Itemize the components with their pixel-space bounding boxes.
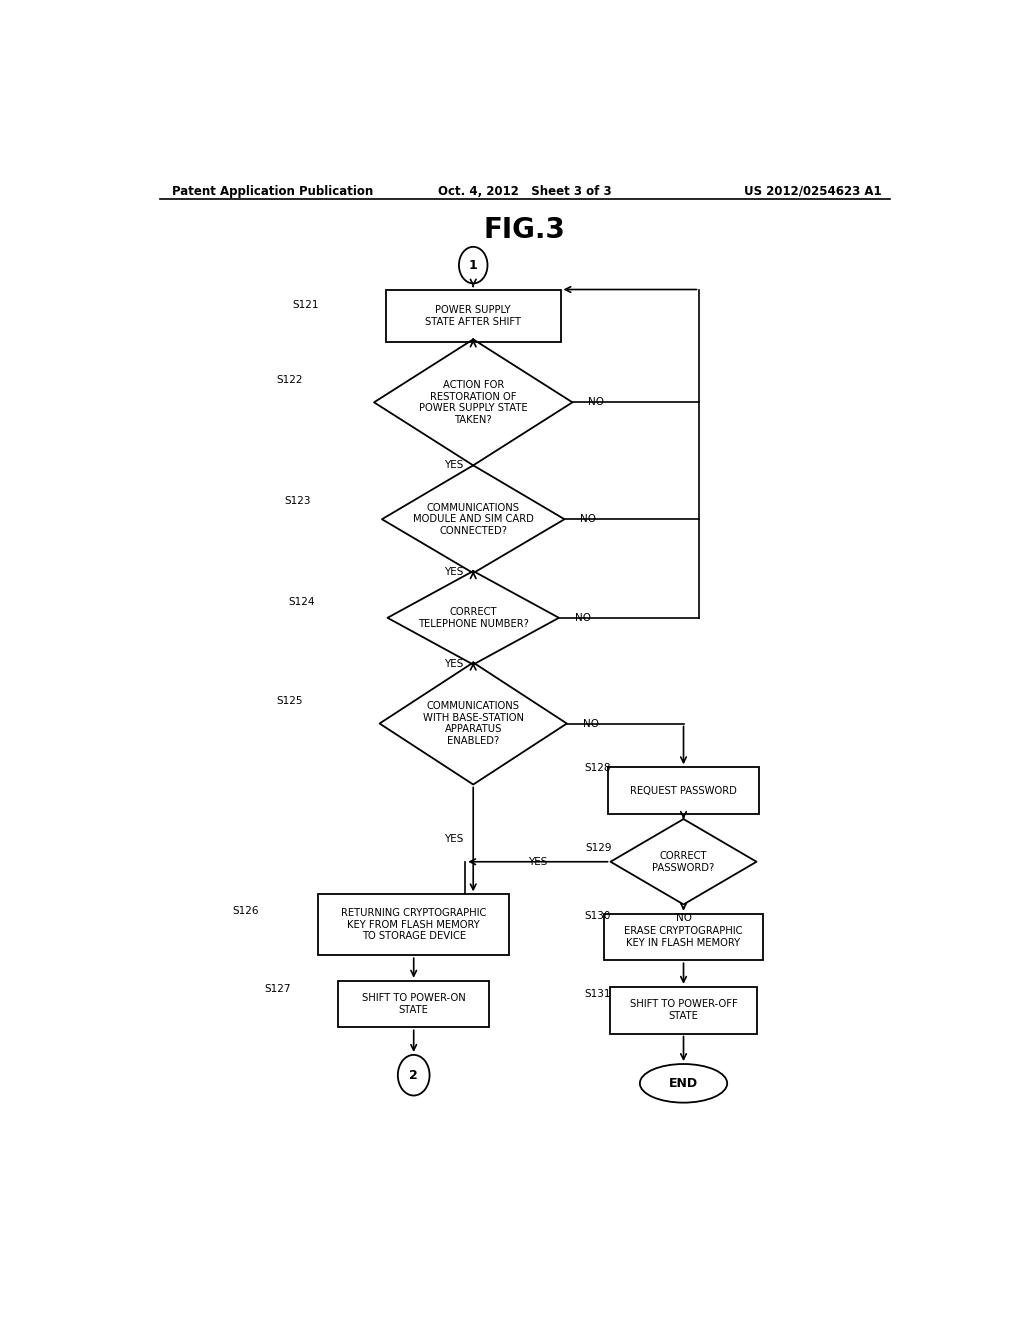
- Circle shape: [459, 247, 487, 284]
- Text: YES: YES: [443, 568, 463, 577]
- Text: POWER SUPPLY
STATE AFTER SHIFT: POWER SUPPLY STATE AFTER SHIFT: [425, 305, 521, 327]
- Text: Oct. 4, 2012   Sheet 3 of 3: Oct. 4, 2012 Sheet 3 of 3: [438, 185, 611, 198]
- Text: YES: YES: [443, 659, 463, 668]
- Text: COMMUNICATIONS
MODULE AND SIM CARD
CONNECTED?: COMMUNICATIONS MODULE AND SIM CARD CONNE…: [413, 503, 534, 536]
- Text: S122: S122: [276, 375, 303, 385]
- Text: S131: S131: [584, 989, 610, 999]
- Text: 2: 2: [410, 1069, 418, 1081]
- Text: COMMUNICATIONS
WITH BASE-STATION
APPARATUS
ENABLED?: COMMUNICATIONS WITH BASE-STATION APPARAT…: [423, 701, 523, 746]
- Polygon shape: [382, 466, 564, 573]
- Text: NO: NO: [574, 612, 591, 623]
- Polygon shape: [380, 663, 567, 784]
- Text: S123: S123: [284, 496, 310, 506]
- Text: S121: S121: [292, 300, 318, 310]
- Text: ERASE CRYPTOGRAPHIC
KEY IN FLASH MEMORY: ERASE CRYPTOGRAPHIC KEY IN FLASH MEMORY: [625, 927, 742, 948]
- Text: YES: YES: [528, 857, 548, 867]
- Text: S129: S129: [586, 842, 612, 853]
- Text: US 2012/0254623 A1: US 2012/0254623 A1: [744, 185, 882, 198]
- Text: SHIFT TO POWER-OFF
STATE: SHIFT TO POWER-OFF STATE: [630, 999, 737, 1020]
- Text: 1: 1: [469, 259, 477, 272]
- Text: S126: S126: [232, 906, 259, 916]
- Text: Patent Application Publication: Patent Application Publication: [172, 185, 373, 198]
- Polygon shape: [387, 572, 559, 664]
- Text: YES: YES: [443, 834, 463, 845]
- Text: CORRECT
TELEPHONE NUMBER?: CORRECT TELEPHONE NUMBER?: [418, 607, 528, 628]
- FancyBboxPatch shape: [386, 289, 560, 342]
- Text: S127: S127: [264, 983, 291, 994]
- Text: NO: NO: [676, 912, 691, 923]
- Text: YES: YES: [443, 461, 463, 470]
- Ellipse shape: [640, 1064, 727, 1102]
- FancyBboxPatch shape: [604, 913, 763, 961]
- Text: REQUEST PASSWORD: REQUEST PASSWORD: [630, 785, 737, 796]
- FancyBboxPatch shape: [318, 894, 509, 956]
- Text: SHIFT TO POWER-ON
STATE: SHIFT TO POWER-ON STATE: [361, 993, 466, 1015]
- Circle shape: [397, 1055, 430, 1096]
- Polygon shape: [374, 339, 572, 466]
- Polygon shape: [610, 818, 757, 904]
- Text: S128: S128: [584, 763, 610, 774]
- Text: ACTION FOR
RESTORATION OF
POWER SUPPLY STATE
TAKEN?: ACTION FOR RESTORATION OF POWER SUPPLY S…: [419, 380, 527, 425]
- FancyBboxPatch shape: [338, 981, 489, 1027]
- FancyBboxPatch shape: [610, 987, 757, 1034]
- Text: NO: NO: [581, 515, 596, 524]
- Text: NO: NO: [583, 718, 599, 729]
- Text: S130: S130: [584, 911, 610, 920]
- Text: END: END: [669, 1077, 698, 1090]
- Text: FIG.3: FIG.3: [484, 216, 565, 244]
- Text: RETURNING CRYPTOGRAPHIC
KEY FROM FLASH MEMORY
TO STORAGE DEVICE: RETURNING CRYPTOGRAPHIC KEY FROM FLASH M…: [341, 908, 486, 941]
- Text: NO: NO: [588, 397, 604, 408]
- FancyBboxPatch shape: [608, 767, 759, 814]
- Text: S125: S125: [276, 696, 303, 706]
- Text: CORRECT
PASSWORD?: CORRECT PASSWORD?: [652, 851, 715, 873]
- Text: S124: S124: [288, 597, 314, 607]
